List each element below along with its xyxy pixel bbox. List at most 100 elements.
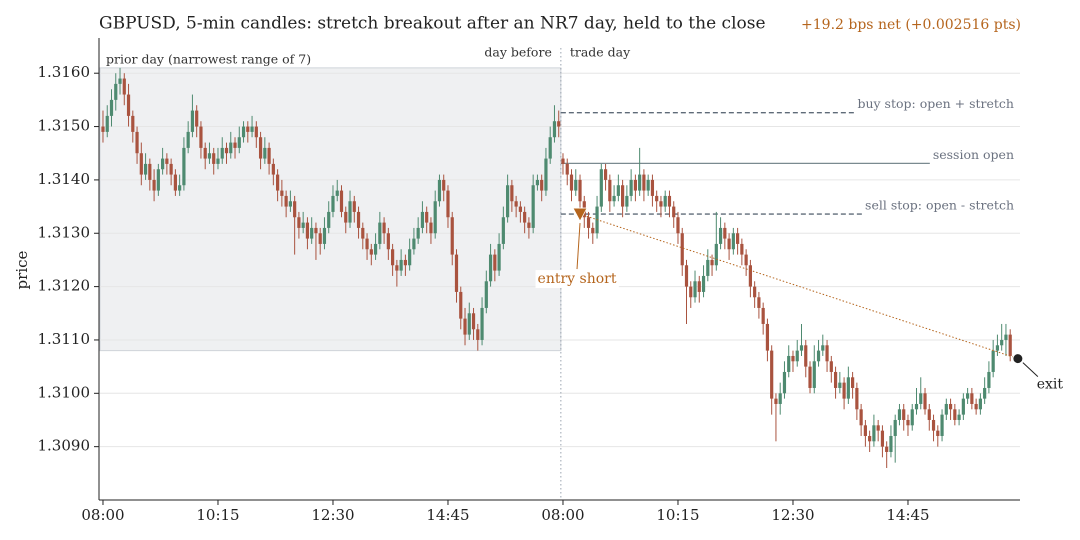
candle-body	[931, 419, 936, 431]
candle-body	[161, 158, 165, 170]
candle-body	[723, 227, 727, 239]
candle-body	[795, 350, 799, 362]
candle-body	[480, 307, 484, 340]
candle-body	[787, 355, 791, 372]
candle-body	[885, 446, 889, 452]
candle-body	[846, 377, 850, 399]
candle-body	[408, 249, 412, 266]
candle-body	[395, 265, 399, 271]
candle-body	[744, 254, 748, 266]
candle-body	[195, 110, 199, 127]
candle-body	[425, 211, 429, 223]
candle-body	[152, 179, 156, 191]
candle-body	[135, 131, 139, 154]
candle-body	[523, 211, 527, 223]
result-label: +19.2 bps net (+0.002516 pts)	[801, 17, 1021, 33]
candle-body	[821, 345, 825, 351]
y-tick-label: 1.3160	[38, 63, 91, 81]
candle-body	[659, 201, 663, 207]
candle-body	[446, 190, 450, 218]
candle-body	[897, 409, 902, 420]
candle-body	[442, 179, 446, 191]
candle-body	[987, 371, 991, 388]
candle-body	[629, 179, 633, 196]
candle-body	[608, 179, 612, 202]
candle-body	[305, 222, 310, 239]
candle-body	[727, 238, 731, 250]
candle-body	[701, 275, 706, 292]
candle-body	[514, 201, 518, 207]
candle-body	[540, 179, 544, 191]
chart-title: GBPUSD, 5-min candles: stretch breakout …	[99, 14, 766, 34]
candle-body	[267, 147, 271, 164]
candle-body	[122, 78, 126, 95]
entry-marker	[572, 207, 588, 222]
marks-layer	[101, 67, 1012, 468]
candle-body	[263, 147, 267, 159]
candle-body	[876, 425, 880, 431]
candle-body	[399, 259, 403, 271]
candle-body	[642, 174, 646, 191]
candle-body	[280, 190, 284, 196]
candle-body	[829, 361, 833, 372]
candle-body	[173, 174, 177, 191]
candle-body	[761, 307, 765, 324]
candle-body	[863, 425, 867, 436]
candle-body	[612, 195, 616, 202]
candle-body	[207, 153, 212, 159]
prior-day-range	[99, 67, 562, 352]
candle-body	[531, 185, 535, 228]
candle-body	[868, 435, 872, 442]
candle-body	[437, 179, 442, 202]
candle-body	[936, 430, 940, 436]
candle-body	[301, 222, 305, 228]
candle-body	[322, 227, 327, 244]
candle-body	[365, 238, 369, 250]
candle-body	[139, 153, 143, 175]
y-tick-label: 1.3130	[38, 223, 91, 241]
candle-body	[156, 169, 160, 191]
candle-body	[250, 126, 254, 132]
candle-body	[646, 179, 650, 191]
candle-body	[1004, 334, 1008, 340]
candle-body	[667, 195, 672, 207]
candle-body	[872, 425, 876, 442]
candle-body	[697, 281, 701, 292]
candle-body	[782, 371, 787, 394]
candle-body	[186, 131, 190, 148]
candle-body	[757, 297, 761, 308]
candle-body	[808, 366, 812, 388]
candle-body	[838, 382, 842, 388]
candle-body	[148, 163, 152, 180]
candle-body	[467, 313, 471, 335]
candle-body	[650, 179, 655, 196]
x-tick-label: 14:45	[886, 506, 929, 524]
candle-body	[331, 195, 335, 212]
candle-body	[940, 414, 944, 436]
mid-layer	[560, 48, 930, 500]
candle-body	[565, 163, 569, 175]
candle-body	[753, 286, 757, 298]
candle-body	[957, 414, 961, 420]
candle-body	[1008, 334, 1012, 356]
candle-body	[497, 243, 501, 271]
candle-body	[471, 313, 476, 330]
candle-body	[510, 185, 514, 202]
candle-body	[557, 121, 561, 127]
candle-body	[910, 409, 914, 426]
candle-body	[373, 243, 378, 255]
candle-body	[714, 243, 718, 266]
candle-body	[178, 185, 182, 191]
candle-body	[974, 403, 978, 410]
x-tick-label: 12:30	[771, 506, 814, 524]
x-tick-label: 08:00	[541, 506, 584, 524]
candle-body	[706, 259, 710, 276]
candle-body	[284, 195, 288, 207]
candle-body	[889, 435, 893, 452]
candle-body	[561, 158, 565, 164]
candle-body	[770, 350, 774, 399]
x-tick-label: 08:00	[81, 506, 124, 524]
candle-body	[101, 126, 105, 132]
candle-body	[220, 147, 224, 159]
